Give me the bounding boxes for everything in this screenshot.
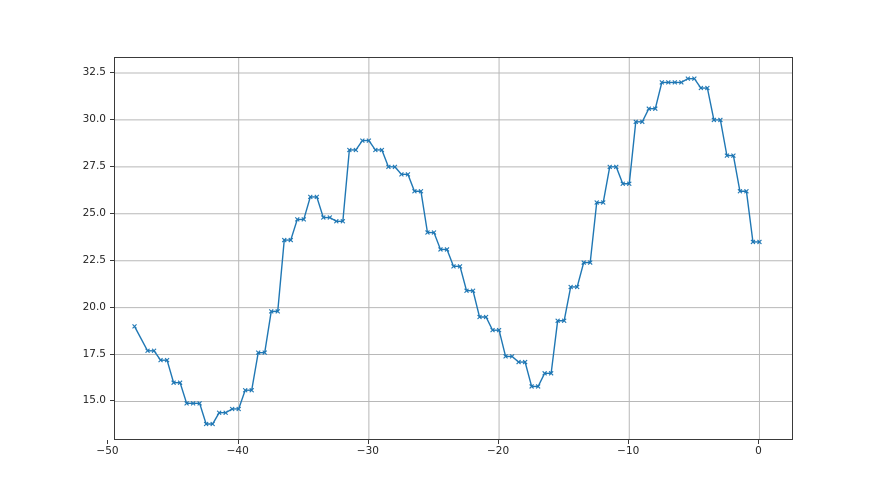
y-tick-label: 20.0 <box>82 300 106 313</box>
y-tick-mark <box>110 353 114 355</box>
x-tick-label: 0 <box>755 445 762 457</box>
y-tick-mark <box>110 118 114 120</box>
y-tick-mark <box>110 400 114 402</box>
x-tick-mark <box>107 440 109 444</box>
y-axis-tick-labels: 15.0 17.5 20.0 22.5 25.0 27.5 30.0 32.5 <box>0 0 106 495</box>
y-tick-mark <box>110 165 114 167</box>
y-tick-label: 22.5 <box>82 253 106 266</box>
x-tick-label: −30 <box>356 445 379 457</box>
y-tick-label: 15.0 <box>82 394 106 407</box>
plot-area <box>114 57 793 440</box>
x-tick-mark <box>758 440 760 444</box>
x-tick-label: −10 <box>617 445 640 457</box>
x-tick-mark <box>237 440 239 444</box>
y-tick-label: 30.0 <box>82 112 106 125</box>
x-tick-mark <box>628 440 630 444</box>
y-tick-label: 25.0 <box>82 206 106 219</box>
y-tick-label: 17.5 <box>82 347 106 360</box>
grid-lines <box>115 58 792 439</box>
x-axis-tick-labels: −50 −40 −30 −20 −10 0 <box>0 445 880 465</box>
y-tick-mark <box>110 72 114 73</box>
data-series-line <box>132 76 762 427</box>
y-tick-label: 27.5 <box>82 159 106 172</box>
y-tick-mark <box>110 259 114 261</box>
x-tick-mark <box>367 440 369 444</box>
x-tick-label: −20 <box>486 445 510 457</box>
x-tick-label: −40 <box>226 445 249 457</box>
x-tick-mark <box>498 440 500 444</box>
y-tick-mark <box>110 306 114 308</box>
y-tick-label: 32.5 <box>82 66 106 78</box>
y-tick-mark <box>110 212 114 214</box>
x-tick-label: −50 <box>96 445 119 457</box>
